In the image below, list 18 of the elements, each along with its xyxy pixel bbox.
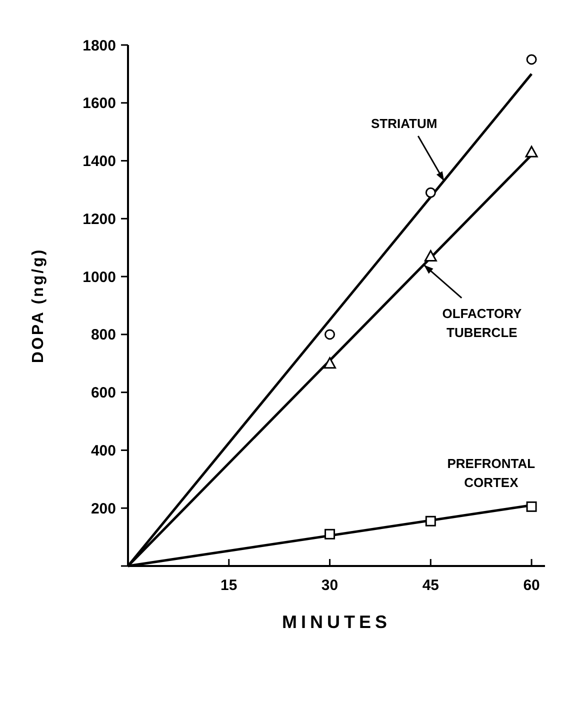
annotation: PREFRONTAL CORTEX — [447, 456, 536, 490]
y-tick-label: 1800 — [82, 37, 116, 54]
annotation: STRIATUM — [371, 116, 438, 132]
y-tick-label: 1000 — [82, 268, 116, 286]
annotation: OLFACTORY TUBERCLE — [442, 306, 522, 340]
x-axis-title: MINUTES — [282, 612, 391, 632]
x-tick-label: 45 — [422, 577, 440, 594]
x-tick-label: 15 — [220, 577, 238, 594]
x-tick-label: 60 — [523, 577, 540, 594]
y-tick-label: 400 — [90, 442, 116, 460]
y-tick-label: 200 — [90, 500, 116, 518]
y-axis-title: DOPA (ng/g) — [30, 248, 47, 364]
x-tick-label: 30 — [321, 577, 338, 594]
y-tick-label: 800 — [90, 326, 116, 344]
y-tick-label: 1400 — [82, 153, 116, 170]
y-tick-label: 1200 — [82, 210, 116, 228]
y-tick-label: 600 — [90, 384, 116, 402]
y-tick-label: 1600 — [82, 95, 116, 112]
